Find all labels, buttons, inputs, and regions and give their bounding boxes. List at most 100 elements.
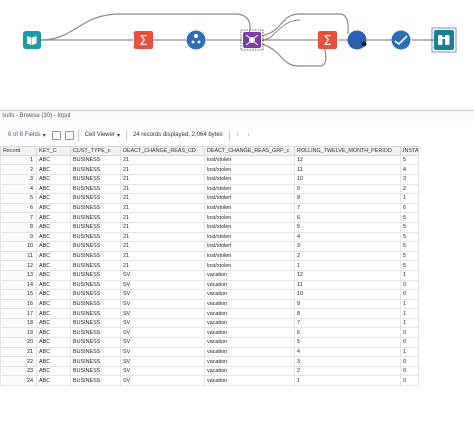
table-cell[interactable]: ABC [36, 317, 71, 329]
table-cell[interactable]: ABC [36, 327, 71, 339]
table-cell[interactable]: lost/stolen [204, 212, 295, 223]
table-cell[interactable]: SV [120, 279, 205, 291]
record-number-cell[interactable]: 15 [0, 289, 37, 300]
table-cell[interactable]: 1 [400, 308, 419, 319]
table-cell[interactable]: 0 [400, 356, 419, 367]
column-header[interactable]: DEACT_CHANGE_REAS_GRP_c [204, 146, 295, 156]
table-cell[interactable]: lost/stolen [204, 193, 295, 204]
table-cell[interactable]: 6 [294, 212, 401, 223]
table-cell[interactable]: lost/stolen [204, 231, 295, 243]
arrow-down-icon[interactable]: ↓ [246, 132, 250, 138]
table-cell[interactable]: 2 [294, 365, 401, 377]
table-cell[interactable]: 3 [400, 174, 419, 185]
table-row[interactable]: 18 ABC BUSINESS SV vacation 7 1 [0, 317, 419, 329]
table-cell[interactable]: ABC [36, 202, 71, 214]
table-cell[interactable]: ABC [36, 337, 71, 348]
table-cell[interactable]: SV [120, 375, 205, 387]
table-row[interactable]: 5 ABC BUSINESS 21 lost/stolen 8 1 [0, 193, 419, 204]
table-cell[interactable]: BUSINESS [70, 164, 121, 175]
table-cell[interactable]: SV [120, 356, 205, 367]
table-cell[interactable]: BUSINESS [70, 337, 121, 348]
table-row[interactable]: 11 ABC BUSINESS 21 lost/stolen 2 5 [0, 250, 419, 262]
table-cell[interactable]: BUSINESS [70, 269, 121, 281]
table-cell[interactable]: 10 [294, 289, 401, 300]
table-cell[interactable]: BUSINESS [70, 298, 121, 310]
table-cell[interactable]: 7 [294, 202, 401, 214]
table-cell[interactable]: BUSINESS [70, 231, 121, 243]
table-cell[interactable]: 5 [400, 231, 419, 243]
table-cell[interactable]: 21 [120, 164, 205, 175]
select-icon[interactable] [391, 30, 411, 50]
table-cell[interactable]: 0 [400, 289, 419, 300]
table-cell[interactable]: SV [120, 365, 205, 377]
table-row[interactable]: 1 ABC BUSINESS 21 lost/stolen 12 5 [0, 154, 419, 166]
table-cell[interactable]: SV [120, 308, 205, 319]
table-cell[interactable]: ABC [36, 375, 71, 387]
table-row[interactable]: 14 ABC BUSINESS SV vacation 11 0 [0, 279, 419, 291]
record-number-cell[interactable]: 10 [0, 241, 37, 252]
table-cell[interactable]: vacation [204, 289, 295, 300]
join-icon[interactable] [240, 29, 264, 51]
table-cell[interactable]: ABC [36, 260, 71, 271]
table-cell[interactable]: 5 [294, 221, 401, 233]
table-cell[interactable]: BUSINESS [70, 365, 121, 377]
formula-icon[interactable] [347, 30, 367, 50]
table-row[interactable]: 6 ABC BUSINESS 21 lost/stolen 7 6 [0, 202, 419, 214]
record-number-cell[interactable]: 19 [0, 327, 37, 339]
table-cell[interactable]: BUSINESS [70, 317, 121, 329]
table-cell[interactable]: BUSINESS [70, 183, 121, 195]
table-cell[interactable]: vacation [204, 269, 295, 281]
table-cell[interactable]: 4 [400, 164, 419, 175]
table-row[interactable]: 15 ABC BUSINESS SV vacation 10 0 [0, 289, 419, 300]
table-cell[interactable]: BUSINESS [70, 241, 121, 252]
workflow-canvas[interactable]: Σ Σ [0, 0, 474, 108]
table-cell[interactable]: SV [120, 298, 205, 310]
table-row[interactable]: 23 ABC BUSINESS SV vacation 2 0 [0, 365, 419, 377]
table-cell[interactable]: SV [120, 317, 205, 329]
summarize-icon[interactable]: Σ [132, 31, 153, 49]
table-cell[interactable]: BUSINESS [70, 212, 121, 223]
table-cell[interactable]: 3 [294, 241, 401, 252]
table-cell[interactable]: SV [120, 269, 205, 281]
record-number-cell[interactable]: 18 [0, 317, 37, 329]
record-number-cell[interactable]: 24 [0, 375, 37, 387]
table-cell[interactable]: ABC [36, 269, 71, 281]
table-cell[interactable]: ABC [36, 212, 71, 223]
table-row[interactable]: 4 ABC BUSINESS 21 lost/stolen 9 2 [0, 183, 419, 195]
table-cell[interactable]: lost/stolen [204, 164, 295, 175]
record-number-cell[interactable]: 4 [0, 183, 37, 195]
table-cell[interactable]: BUSINESS [70, 250, 121, 262]
table-cell[interactable]: 1 [400, 317, 419, 329]
table-cell[interactable]: BUSINESS [70, 174, 121, 185]
table-cell[interactable]: 9 [294, 298, 401, 310]
table-cell[interactable]: 7 [294, 317, 401, 329]
table-cell[interactable]: 5 [400, 260, 419, 271]
column-header[interactable]: INSTANCES [400, 146, 419, 156]
table-cell[interactable]: 5 [400, 154, 419, 166]
record-number-cell[interactable]: 2 [0, 164, 37, 175]
table-cell[interactable]: 0 [400, 279, 419, 291]
record-number-cell[interactable]: 7 [0, 212, 37, 223]
table-cell[interactable]: ABC [36, 365, 71, 377]
record-number-cell[interactable]: 11 [0, 250, 37, 262]
record-id-icon[interactable] [186, 30, 206, 50]
record-number-cell[interactable]: 8 [0, 221, 37, 233]
table-cell[interactable]: BUSINESS [70, 308, 121, 319]
table-cell[interactable]: 21 [120, 221, 205, 233]
table-cell[interactable]: 21 [120, 202, 205, 214]
record-number-cell[interactable]: 17 [0, 308, 37, 319]
column-header[interactable]: KEY_C [36, 146, 71, 156]
table-cell[interactable]: BUSINESS [70, 356, 121, 367]
input-data-icon[interactable] [23, 31, 41, 49]
summarize-icon[interactable]: Σ [318, 31, 337, 49]
table-cell[interactable]: 21 [120, 260, 205, 271]
table-cell[interactable]: 1 [400, 269, 419, 281]
table-row[interactable]: 12 ABC BUSINESS 21 lost/stolen 1 5 [0, 260, 419, 271]
table-cell[interactable]: ABC [36, 174, 71, 185]
record-number-cell[interactable]: 12 [0, 260, 37, 271]
table-cell[interactable]: 4 [294, 231, 401, 243]
table-cell[interactable]: BUSINESS [70, 279, 121, 291]
table-cell[interactable]: BUSINESS [70, 289, 121, 300]
table-cell[interactable]: lost/stolen [204, 241, 295, 252]
record-number-cell[interactable]: 13 [0, 269, 37, 281]
